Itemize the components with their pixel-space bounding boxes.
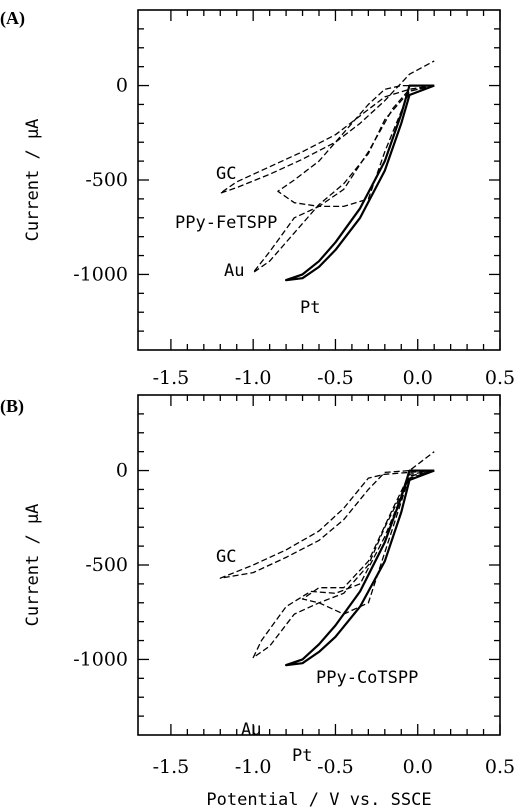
series-line-au [252, 84, 435, 274]
series-line-au [252, 469, 435, 659]
y-axis-title: Current / μA [23, 119, 43, 242]
panel-label: (A) [0, 8, 25, 29]
series-line-ppy-cotspp [301, 469, 435, 615]
y-axis-title: Current / μA [23, 504, 43, 627]
x-tick-label: -1.5 [153, 756, 190, 778]
curve-annotation: Au [224, 261, 244, 281]
x-tick-label: -1.0 [235, 367, 272, 389]
x-tick-label: -1.5 [153, 367, 190, 389]
y-tick-label: 0 [116, 460, 128, 482]
chart-panel-b [137, 394, 501, 736]
curve-annotation: PPy-FeTSPP [175, 213, 277, 233]
x-tick-label: 0.5 [485, 756, 515, 778]
curve-annotation: PPy-CoTSPP [316, 668, 418, 688]
curve-annotation: Pt [292, 746, 312, 766]
curve-annotation: GC [216, 547, 236, 567]
x-tick-label: 0.0 [403, 367, 433, 389]
curve-annotation: GC [216, 164, 236, 184]
curve-annotation: Pt [300, 298, 320, 318]
y-tick-label: -1000 [73, 648, 128, 670]
y-tick-label: -1000 [73, 263, 128, 285]
y-tick-label: -500 [85, 169, 128, 191]
panel-label: (B) [0, 396, 24, 417]
x-tick-label: 0.0 [403, 756, 433, 778]
series-line-gc [219, 451, 435, 579]
x-axis-title: Potential / V vs. SSCE [206, 790, 431, 810]
series-line-pt [285, 469, 435, 667]
series-line-gc [219, 60, 435, 194]
x-tick-label: -0.5 [317, 367, 354, 389]
chart-panel-a [137, 9, 501, 351]
y-tick-label: 0 [116, 75, 128, 97]
x-tick-label: -1.0 [235, 756, 272, 778]
curve-annotation: Au [241, 720, 261, 740]
x-tick-label: 0.5 [485, 367, 515, 389]
y-tick-label: -500 [85, 554, 128, 576]
series-line-ppy-fetspp [277, 84, 435, 208]
x-tick-label: -0.5 [317, 756, 354, 778]
series-line-pt [285, 84, 435, 282]
